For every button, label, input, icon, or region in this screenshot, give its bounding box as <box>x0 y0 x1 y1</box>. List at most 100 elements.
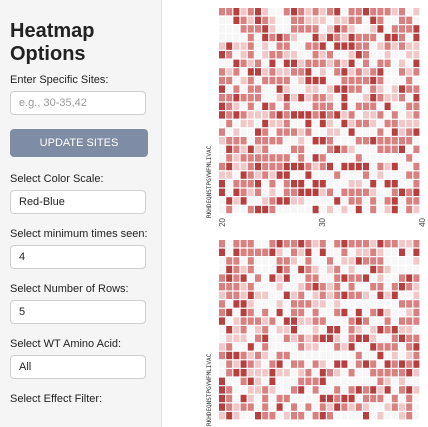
heatmap-cell <box>355 240 362 248</box>
heatmap-cell <box>226 33 233 42</box>
sites-input[interactable] <box>10 91 146 115</box>
heatmap-cell <box>370 171 377 179</box>
heatmap-cell <box>240 386 247 394</box>
heatmap-cell <box>370 291 377 299</box>
heatmap-cell <box>413 326 420 334</box>
heatmap-cell <box>283 300 290 308</box>
heatmap-cell <box>384 171 391 179</box>
heatmap-cell <box>226 137 233 145</box>
min-times-input[interactable]: 4 <box>10 245 146 269</box>
heatmap-cell <box>240 94 247 102</box>
heatmap-cell <box>348 248 355 256</box>
heatmap-cell <box>399 248 405 256</box>
heatmap-cell <box>247 59 254 67</box>
heatmap-cell <box>391 317 398 325</box>
heatmap-cell <box>283 94 290 102</box>
heatmap-cell <box>269 33 276 42</box>
heatmap-cell <box>355 343 362 351</box>
heatmap-cell <box>348 257 355 265</box>
heatmap-cell <box>255 180 261 188</box>
heatmap-cell <box>298 68 305 76</box>
rows-input[interactable]: 5 <box>10 300 146 324</box>
heatmap-cell <box>262 162 269 171</box>
heatmap-cell <box>312 326 319 334</box>
heatmap-cell <box>363 300 369 308</box>
wt-amino-select[interactable]: All <box>10 355 146 379</box>
heatmap-cell <box>391 360 398 368</box>
heatmap-cell <box>283 25 290 33</box>
heatmap-cell <box>334 369 341 377</box>
heatmap-cell <box>298 265 305 274</box>
heatmap-cell <box>355 162 362 171</box>
heatmap-cell <box>298 205 305 214</box>
heatmap-cell <box>269 85 276 93</box>
heatmap-cell <box>269 111 276 119</box>
heatmap-cell <box>413 308 420 317</box>
heatmap-cell <box>276 386 283 394</box>
heatmap-cell <box>406 128 413 136</box>
heatmap-cell <box>247 351 254 360</box>
heatmap-cell <box>406 386 413 394</box>
heatmap-cell <box>255 25 261 33</box>
heatmap-cell <box>355 197 362 205</box>
heatmap-cell <box>348 300 355 308</box>
color-scale-select[interactable]: Red-Blue <box>10 190 146 214</box>
heatmap-cell <box>406 8 413 16</box>
heatmap-cell <box>334 145 341 153</box>
heatmap-cell <box>269 76 276 85</box>
heatmap-cell <box>319 102 326 110</box>
heatmap-cell <box>226 16 233 24</box>
heatmap-cell <box>247 162 254 171</box>
heatmap-cell <box>341 128 348 136</box>
heatmap-cell <box>391 412 398 420</box>
heatmap-cell <box>255 265 261 274</box>
heatmap-cell <box>413 59 420 67</box>
heatmap-cell <box>219 197 225 205</box>
heatmap-cell <box>399 162 405 171</box>
heatmap-cell <box>283 42 290 50</box>
heatmap-cell <box>355 300 362 308</box>
heatmap-cell <box>298 248 305 256</box>
heatmap-cell <box>247 394 254 403</box>
heatmap-cell <box>319 197 326 205</box>
heatmap-cell <box>363 102 369 110</box>
heatmap-cell <box>276 137 283 145</box>
heatmap-cell <box>399 283 405 291</box>
heatmap-cell <box>391 248 398 256</box>
heatmap-cell <box>219 171 225 179</box>
heatmap-cell <box>406 334 413 342</box>
heatmap-cell <box>319 369 326 377</box>
heatmap-cell <box>240 25 247 33</box>
heatmap-cell <box>377 76 384 85</box>
heatmap-cell <box>233 317 240 325</box>
heatmap-cell <box>255 197 261 205</box>
heatmap-cell <box>377 128 384 136</box>
heatmap-cell <box>247 94 254 102</box>
heatmap-cell <box>226 180 233 188</box>
heatmap-cell <box>276 257 283 265</box>
heatmap-cell <box>348 145 355 153</box>
heatmap-cell <box>312 33 319 42</box>
heatmap-cell <box>327 94 333 102</box>
heatmap-cell <box>348 369 355 377</box>
heatmap-cell <box>233 59 240 67</box>
heatmap-cell <box>327 16 333 24</box>
heatmap-cell <box>341 300 348 308</box>
heatmap-cell <box>269 59 276 67</box>
heatmap-cell <box>348 386 355 394</box>
heatmap-cell <box>312 197 319 205</box>
heatmap-cell <box>363 248 369 256</box>
heatmap-cell <box>219 377 225 385</box>
heatmap-cell <box>291 360 297 368</box>
heatmap-cell <box>226 317 233 325</box>
heatmap-cell <box>269 16 276 24</box>
heatmap-cell <box>233 308 240 317</box>
heatmap-cell <box>348 119 355 128</box>
heatmap-cell <box>384 42 391 50</box>
heatmap-cell <box>355 154 362 162</box>
heatmap-cell <box>269 308 276 317</box>
heatmap-cell <box>262 94 269 102</box>
update-sites-button[interactable]: UPDATE SITES <box>10 129 148 157</box>
heatmap-cell <box>312 111 319 119</box>
heatmap-cell <box>219 188 225 196</box>
